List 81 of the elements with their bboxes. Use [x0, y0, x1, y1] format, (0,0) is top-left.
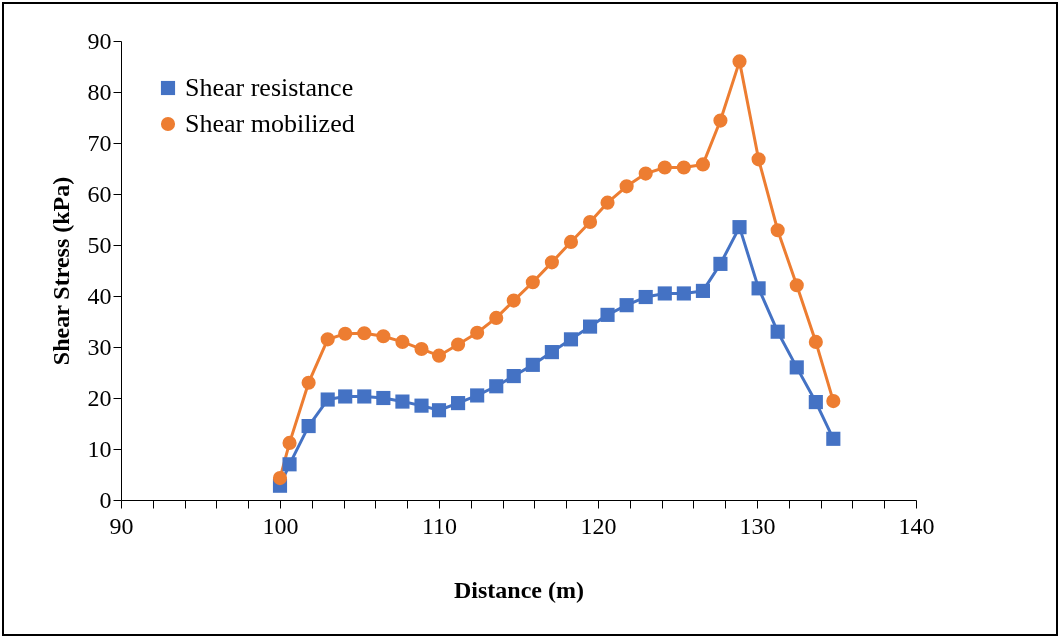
point	[357, 326, 372, 341]
point	[357, 389, 372, 404]
point	[732, 220, 747, 235]
y-tick-label: 50	[87, 231, 112, 258]
point	[395, 334, 410, 349]
x-tick-label: 130	[739, 512, 776, 539]
x-tick-label: 90	[109, 512, 134, 539]
point	[431, 403, 447, 418]
point	[600, 195, 615, 210]
point	[600, 307, 615, 322]
point	[808, 334, 823, 349]
point	[414, 341, 429, 357]
x-tick-label: 110	[421, 512, 458, 539]
point	[506, 369, 521, 384]
point	[657, 286, 672, 301]
point	[732, 54, 747, 69]
point	[301, 375, 316, 390]
point	[563, 234, 579, 249]
y-tick-label: 20	[87, 384, 112, 411]
point	[789, 360, 804, 375]
x-tick-label: 120	[580, 512, 617, 539]
point	[676, 286, 691, 301]
point	[470, 388, 485, 403]
point	[808, 395, 823, 410]
point	[657, 160, 672, 175]
point	[320, 332, 335, 347]
point	[525, 275, 540, 290]
x-tick-label: 100	[262, 512, 299, 539]
point	[338, 326, 353, 341]
point	[414, 398, 429, 413]
y-tick-label: 90	[87, 27, 112, 54]
point	[619, 179, 634, 194]
point	[713, 113, 728, 128]
point	[770, 324, 785, 339]
point	[395, 394, 410, 409]
point	[320, 392, 335, 407]
point	[695, 157, 711, 172]
point	[713, 256, 728, 271]
point	[272, 471, 288, 486]
point	[582, 319, 598, 334]
y-tick-label: 0	[99, 486, 112, 513]
point	[638, 166, 653, 181]
point	[470, 325, 485, 340]
point	[282, 457, 297, 472]
y-tick-label: 70	[87, 129, 112, 156]
point	[525, 357, 540, 372]
x-tick-label: 140	[898, 512, 935, 539]
point	[544, 345, 559, 360]
point	[376, 329, 391, 344]
y-tick-label: 10	[87, 435, 112, 462]
point	[506, 293, 521, 308]
y-tick-label: 30	[87, 333, 112, 360]
point	[619, 298, 634, 313]
point	[751, 152, 766, 167]
point	[826, 394, 841, 409]
point	[489, 310, 504, 325]
point	[451, 396, 466, 411]
point	[789, 278, 804, 293]
point	[489, 379, 504, 394]
point	[376, 390, 391, 406]
point	[826, 431, 841, 446]
point	[770, 223, 785, 238]
point	[563, 332, 579, 347]
point	[301, 418, 316, 434]
legend-label: Shear resistance	[185, 73, 354, 102]
y-tick-label: 80	[87, 78, 112, 105]
point	[582, 214, 598, 230]
y-axis-title: Shear Stress (kPa)	[47, 176, 74, 366]
point	[282, 435, 297, 450]
legend-label: Shear mobilized	[185, 109, 355, 138]
point	[676, 160, 691, 175]
point	[751, 281, 766, 296]
y-tick-label: 60	[87, 180, 112, 207]
x-axis-title: Distance (m)	[454, 576, 584, 603]
point	[451, 337, 466, 352]
y-tick-label: 40	[87, 282, 112, 309]
point	[431, 348, 447, 363]
point	[638, 289, 653, 305]
point	[338, 389, 353, 404]
point	[544, 255, 559, 270]
point	[695, 283, 711, 298]
